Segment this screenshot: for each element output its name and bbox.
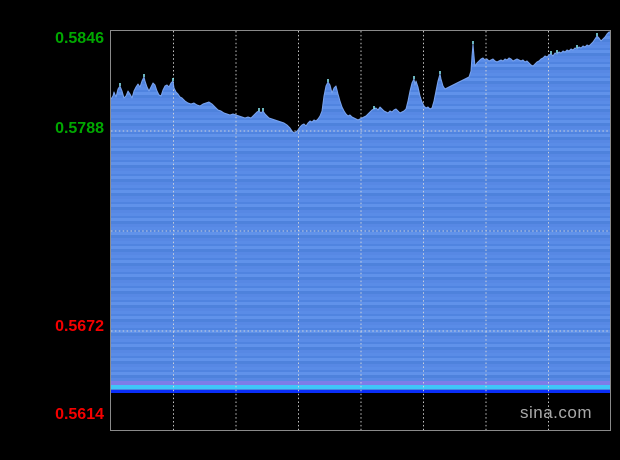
y-axis-label-lower-mid: 0.5672 — [55, 318, 104, 335]
y-axis-label-low: 0.5614 — [55, 406, 104, 423]
plot-area — [110, 30, 611, 431]
y-axis-label-upper-mid: 0.5788 — [55, 120, 104, 137]
y-axis-label-high: 0.5846 — [55, 30, 104, 47]
watermark-sina: sina.com — [519, 403, 592, 422]
price-area-svg — [111, 31, 610, 430]
